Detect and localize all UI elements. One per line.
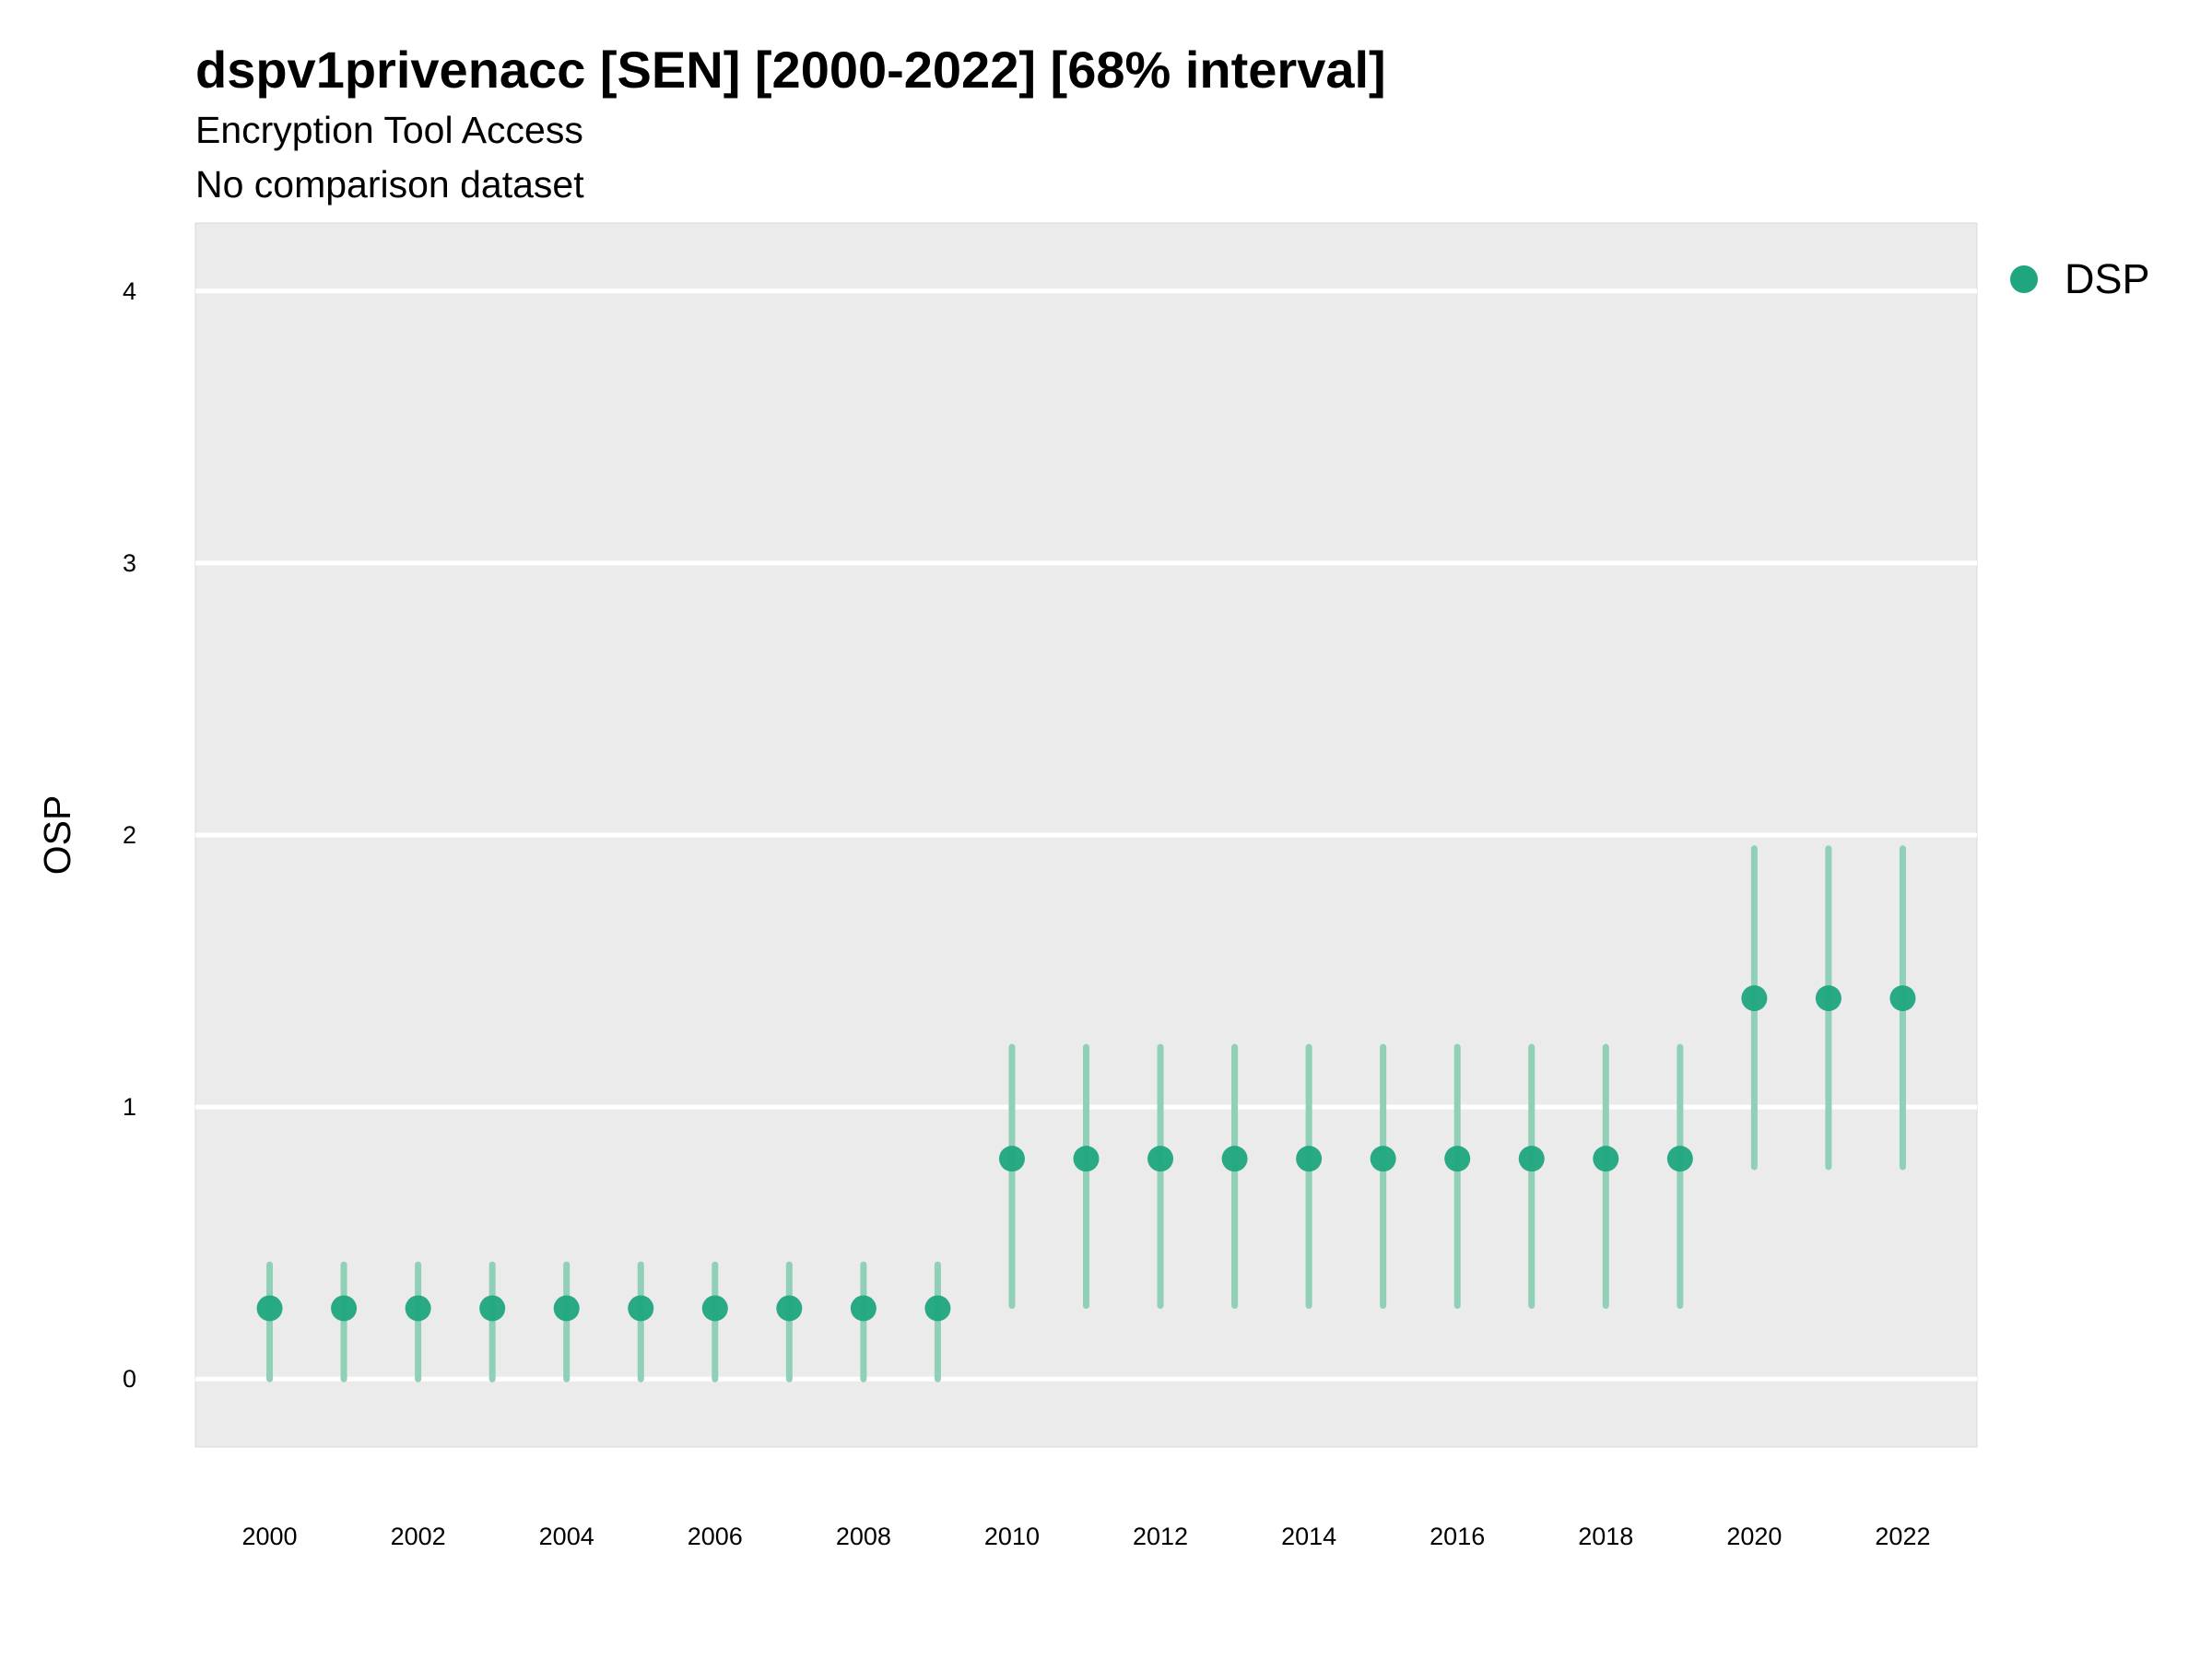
y-tick-labels: 0 1 2 3 4 [123, 277, 136, 1393]
x-tick-label: 2018 [1578, 1523, 1633, 1550]
data-point [850, 1295, 877, 1322]
chart-subtitle: Encryption Tool Access [195, 109, 583, 151]
data-point [1815, 985, 1841, 1012]
data-point [1073, 1146, 1100, 1172]
data-point [1741, 985, 1768, 1012]
y-tick-label: 2 [123, 821, 136, 849]
data-point [553, 1295, 580, 1322]
chart-title: dspv1privenacc [SEN] [2000-2022] [68% in… [195, 41, 1386, 99]
x-tick-label: 2022 [1875, 1523, 1930, 1550]
legend-label-dsp: DSP [2065, 255, 2150, 302]
x-tick-label: 2004 [539, 1523, 594, 1550]
data-point [1518, 1146, 1545, 1172]
y-tick-label: 1 [123, 1093, 136, 1121]
x-tick-label: 2006 [688, 1523, 743, 1550]
data-point [1147, 1146, 1174, 1172]
y-tick-label: 3 [123, 549, 136, 577]
x-tick-label: 2012 [1133, 1523, 1188, 1550]
data-point [1666, 1146, 1693, 1172]
data-point [331, 1295, 358, 1322]
x-tick-label: 2008 [836, 1523, 891, 1550]
x-tick-label: 2016 [1430, 1523, 1485, 1550]
x-tick-labels: 2000 2002 2004 2006 2008 2010 2012 2014 2016 2018… [242, 1523, 1931, 1550]
x-tick-label: 2002 [391, 1523, 446, 1550]
data-point [1370, 1146, 1396, 1172]
data-point [1593, 1146, 1619, 1172]
data-point [479, 1295, 506, 1322]
x-tick-label: 2020 [1726, 1523, 1782, 1550]
data-point [256, 1295, 283, 1322]
y-axis-label: OSP [36, 795, 78, 876]
data-point [1296, 1146, 1323, 1172]
legend-swatch-dsp [2010, 265, 2038, 293]
x-tick-label: 2010 [984, 1523, 1040, 1550]
x-tick-label: 2014 [1281, 1523, 1336, 1550]
data-point [1221, 1146, 1248, 1172]
y-tick-label: 4 [123, 277, 136, 305]
data-point [924, 1295, 951, 1322]
data-point [1444, 1146, 1471, 1172]
data-point [405, 1295, 431, 1322]
chart-subtitle-2: No comparison dataset [195, 163, 584, 206]
data-point [776, 1295, 803, 1322]
data-points [256, 985, 1916, 1322]
y-tick-label: 0 [123, 1365, 136, 1393]
legend: DSP [2010, 255, 2150, 302]
data-point [701, 1295, 728, 1322]
data-point [628, 1295, 654, 1322]
x-tick-label: 2000 [242, 1523, 298, 1550]
data-point [998, 1146, 1025, 1172]
interval-bars [266, 845, 1906, 1382]
data-point [1889, 985, 1916, 1012]
